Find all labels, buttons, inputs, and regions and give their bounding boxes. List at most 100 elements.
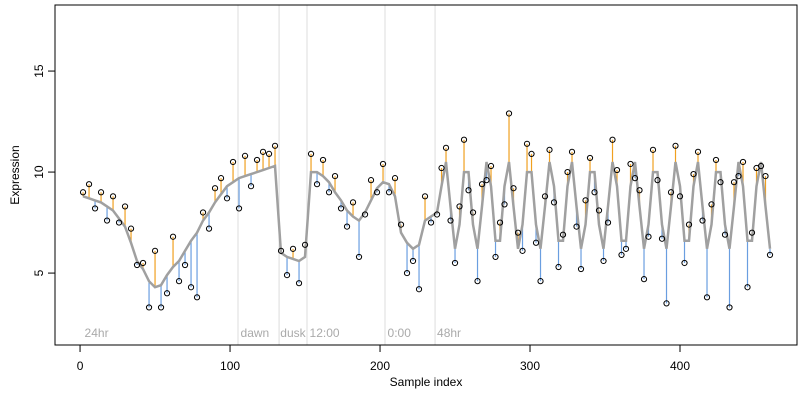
x-tick-label: 0: [77, 359, 84, 373]
data-point: [519, 247, 526, 254]
data-point: [217, 175, 225, 182]
data-point: [559, 231, 567, 238]
data-point: [229, 158, 237, 166]
data-point: [501, 201, 508, 208]
data-point: [703, 294, 711, 301]
data-point: [409, 257, 417, 265]
data-point: [510, 185, 517, 192]
data-point: [307, 150, 315, 157]
data-point: [451, 259, 459, 267]
data-point: [319, 156, 327, 164]
data-point: [442, 144, 450, 151]
data-point: [537, 278, 544, 285]
data-point: [604, 219, 612, 226]
data-point: [247, 183, 255, 190]
data-point: [622, 245, 630, 252]
y-tick-label: 10: [32, 165, 46, 179]
data-point: [613, 166, 621, 174]
data-point: [757, 162, 765, 170]
data-point: [361, 211, 369, 218]
data-point: [337, 205, 345, 212]
data-point: [85, 181, 93, 188]
data-point: [532, 239, 540, 246]
fit-line: [82, 161, 772, 289]
data-point: [211, 185, 219, 192]
data-point: [573, 223, 580, 230]
data-point: [726, 304, 733, 311]
data-point: [427, 219, 435, 226]
data-point: [121, 203, 129, 210]
data-point: [672, 142, 679, 149]
annotation: dawn: [241, 326, 270, 340]
data-point: [259, 148, 267, 155]
data-point: [690, 170, 697, 178]
data-point: [301, 241, 309, 248]
y-tick-label: 15: [32, 64, 46, 78]
data-point: [103, 217, 111, 224]
data-point: [91, 205, 99, 212]
data-point: [514, 229, 522, 236]
data-point: [456, 203, 463, 210]
data-point: [582, 197, 589, 204]
data-point: [283, 272, 291, 279]
data-point: [391, 175, 399, 182]
data-point: [609, 136, 616, 143]
data-point: [205, 225, 213, 232]
data-point: [496, 219, 504, 226]
data-point: [265, 150, 273, 157]
data-point: [744, 284, 751, 291]
data-point: [762, 173, 769, 180]
data-point: [193, 294, 201, 301]
data-point: [109, 193, 117, 200]
data-point: [151, 247, 159, 254]
data-point: [415, 286, 423, 293]
data-point: [564, 168, 571, 176]
data-point: [550, 199, 558, 206]
plot-frame: [54, 4, 798, 346]
data-point: [654, 177, 661, 184]
data-point: [271, 142, 279, 149]
data-point: [397, 221, 405, 228]
data-point: [748, 229, 756, 236]
data-point: [595, 207, 603, 214]
data-point: [586, 154, 594, 162]
data-point: [541, 193, 549, 200]
data-point: [97, 189, 105, 196]
data-point: [577, 265, 585, 273]
data-point: [433, 211, 441, 218]
data-point: [735, 173, 742, 180]
data-point: [631, 175, 639, 182]
data-point: [175, 278, 183, 285]
annotation: 24hr: [85, 326, 109, 340]
data-point: [145, 304, 153, 311]
data-point: [367, 177, 375, 184]
data-point: [157, 304, 165, 311]
data-point: [313, 181, 321, 188]
y-tick-label: 5: [32, 269, 46, 276]
data-point: [523, 140, 531, 147]
data-point: [127, 225, 135, 232]
data-point: [474, 278, 481, 285]
data-point: [355, 253, 363, 261]
data-point: [649, 146, 657, 153]
data-point: [465, 187, 472, 194]
data-point: [483, 177, 490, 184]
data-point: [325, 189, 333, 196]
annotation: dusk: [280, 326, 306, 340]
data-point: [373, 189, 381, 196]
y-axis-title: Expression: [8, 145, 22, 204]
x-tick-label: 100: [220, 359, 240, 373]
data-point: [618, 251, 625, 258]
data-point: [730, 179, 738, 186]
data-point: [645, 233, 652, 240]
data-point: [469, 209, 477, 216]
x-tick-label: 400: [670, 359, 690, 373]
data-point: [658, 235, 666, 242]
data-point: [721, 231, 729, 238]
data-point: [223, 195, 231, 202]
x-axis-title: Sample index: [390, 375, 463, 389]
data-point: [636, 187, 643, 194]
data-point: [199, 209, 207, 216]
data-point: [133, 261, 141, 269]
